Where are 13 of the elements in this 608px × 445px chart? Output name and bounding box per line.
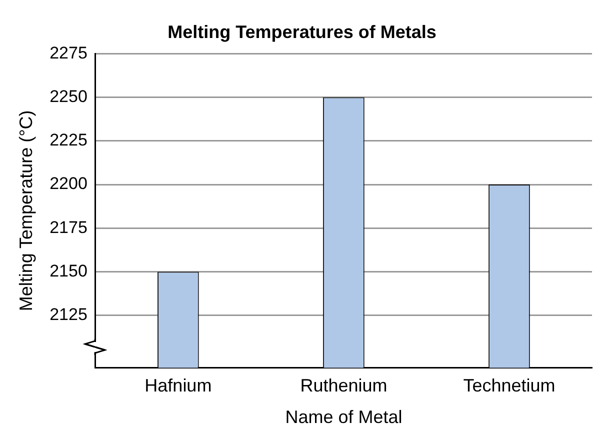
y-tick-label: 2200 [50, 174, 88, 194]
y-tick-label: 2250 [50, 86, 88, 106]
x-tick-label: Technetium [463, 376, 556, 396]
x-tick-label: Ruthenium [300, 376, 388, 396]
y-tick-label: 2225 [50, 130, 88, 150]
y-tick-label: 2125 [50, 305, 88, 324]
y-tick-label: 2175 [50, 218, 88, 237]
chart-title: Melting Temperatures of Metals [168, 22, 436, 42]
y-axis-title: Melting Temperature (°C) [16, 110, 36, 312]
y-tick-label: 2275 [50, 43, 88, 62]
x-tick-label: Hafnium [144, 376, 212, 396]
x-axis-title: Name of Metal [285, 407, 402, 428]
y-tick-label: 2150 [50, 261, 88, 280]
